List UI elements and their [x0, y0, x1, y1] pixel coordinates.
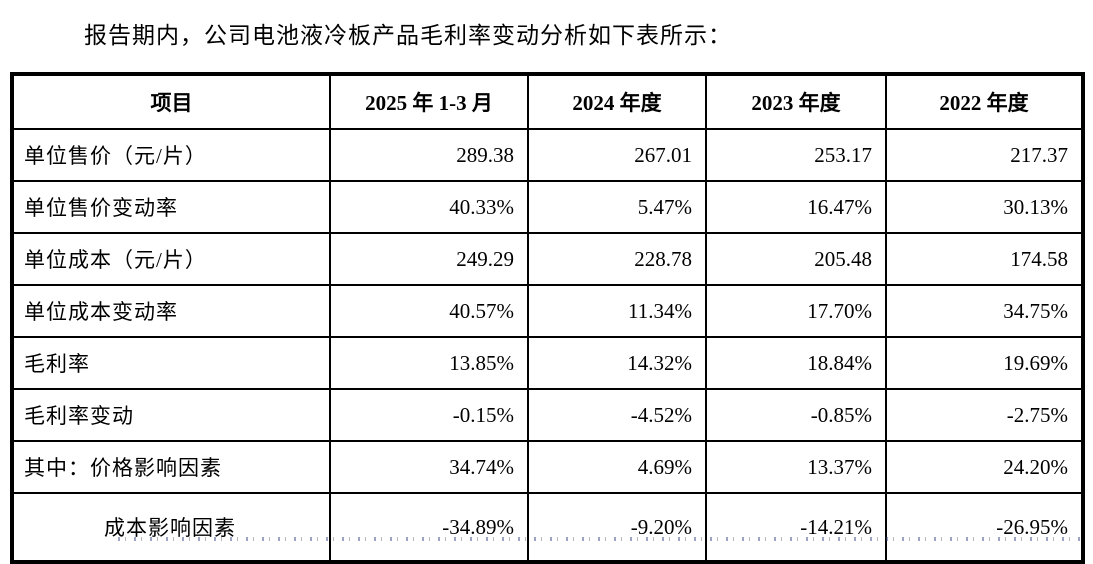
- row-label-cell: 单位成本（元/片）: [11, 232, 331, 286]
- value-cell: 11.34%: [527, 284, 707, 338]
- value-cell: 34.74%: [329, 440, 529, 494]
- value-cell: 30.13%: [885, 180, 1084, 234]
- clipped-text-fragment: [118, 537, 1080, 541]
- value-cell: -0.85%: [705, 388, 887, 442]
- value-cell: -14.21%: [705, 492, 887, 563]
- value-cell: 19.69%: [885, 336, 1084, 390]
- value-cell: 205.48: [705, 232, 887, 286]
- value-cell: 18.84%: [705, 336, 887, 390]
- value-cell: 217.37: [885, 128, 1084, 182]
- column-header-2024: 2024 年度: [527, 73, 707, 130]
- row-label-cell: 单位售价（元/片）: [11, 128, 331, 182]
- page-title: 报告期内，公司电池液冷板产品毛利率变动分析如下表所示：: [84, 23, 732, 48]
- row-label-cell: 成本影响因素: [11, 492, 331, 563]
- table-row: 单位售价（元/片） 289.38 267.01 253.17 217.37: [11, 128, 1084, 182]
- value-cell: -26.95%: [885, 492, 1084, 563]
- value-cell: -0.15%: [329, 388, 529, 442]
- value-cell: 17.70%: [705, 284, 887, 338]
- value-cell: 40.33%: [329, 180, 529, 234]
- value-cell: 228.78: [527, 232, 707, 286]
- table-header-row: 项目 2025 年 1-3 月 2024 年度 2023 年度 2022 年度: [11, 73, 1084, 130]
- value-cell: -4.52%: [527, 388, 707, 442]
- column-header-2022: 2022 年度: [885, 73, 1084, 130]
- column-header-item: 项目: [11, 73, 331, 130]
- table-row: 单位售价变动率 40.33% 5.47% 16.47% 30.13%: [11, 180, 1084, 234]
- row-label-cell: 毛利率: [11, 336, 331, 390]
- value-cell: -9.20%: [527, 492, 707, 563]
- value-cell: 253.17: [705, 128, 887, 182]
- row-label-cell: 单位售价变动率: [11, 180, 331, 234]
- value-cell: 40.57%: [329, 284, 529, 338]
- table-row: 成本影响因素 -34.89% -9.20% -14.21% -26.95%: [11, 492, 1084, 563]
- table-row: 其中：价格影响因素 34.74% 4.69% 13.37% 24.20%: [11, 440, 1084, 494]
- value-cell: 14.32%: [527, 336, 707, 390]
- value-cell: 289.38: [329, 128, 529, 182]
- value-cell: 5.47%: [527, 180, 707, 234]
- row-label-cell: 单位成本变动率: [11, 284, 331, 338]
- value-cell: 24.20%: [885, 440, 1084, 494]
- value-cell: 249.29: [329, 232, 529, 286]
- column-header-2025q1: 2025 年 1-3 月: [329, 73, 529, 130]
- value-cell: -34.89%: [329, 492, 529, 563]
- gross-margin-table: 项目 2025 年 1-3 月 2024 年度 2023 年度 2022 年度 …: [10, 72, 1085, 564]
- value-cell: 174.58: [885, 232, 1084, 286]
- value-cell: -2.75%: [885, 388, 1084, 442]
- row-label-cell: 其中：价格影响因素: [11, 440, 331, 494]
- table-row: 毛利率 13.85% 14.32% 18.84% 19.69%: [11, 336, 1084, 390]
- table-row: 单位成本变动率 40.57% 11.34% 17.70% 34.75%: [11, 284, 1084, 338]
- value-cell: 13.85%: [329, 336, 529, 390]
- value-cell: 13.37%: [705, 440, 887, 494]
- table-row: 单位成本（元/片） 249.29 228.78 205.48 174.58: [11, 232, 1084, 286]
- table-body: 单位售价（元/片） 289.38 267.01 253.17 217.37 单位售价变动率…: [11, 128, 1084, 563]
- value-cell: 34.75%: [885, 284, 1084, 338]
- value-cell: 16.47%: [705, 180, 887, 234]
- value-cell: 267.01: [527, 128, 707, 182]
- value-cell: 4.69%: [527, 440, 707, 494]
- row-label-cell: 毛利率变动: [11, 388, 331, 442]
- column-header-2023: 2023 年度: [705, 73, 887, 130]
- table-row: 毛利率变动 -0.15% -4.52% -0.85% -2.75%: [11, 388, 1084, 442]
